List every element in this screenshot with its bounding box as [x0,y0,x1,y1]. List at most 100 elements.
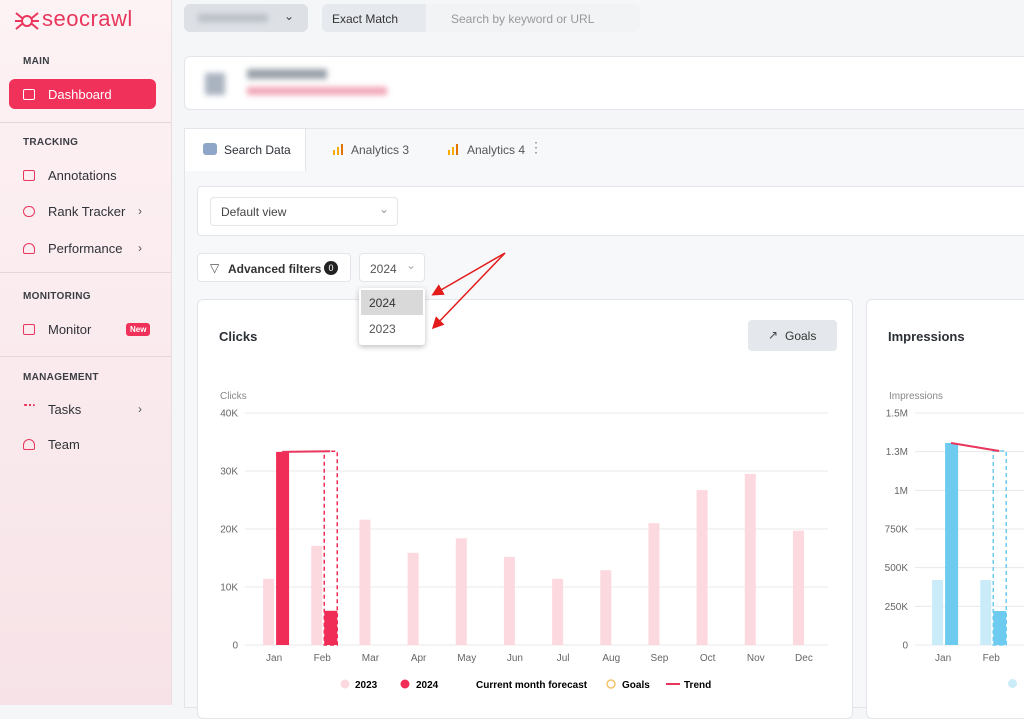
blurred-icon [205,73,225,95]
icon [23,170,35,181]
bar [359,519,371,645]
icon [23,89,35,100]
tab-icon [203,143,217,155]
goals-label: Goals [785,329,817,343]
caret: ⌄ [406,258,417,272]
bar [980,580,992,645]
x-tick-label: Jan [266,653,282,664]
bar [600,570,612,645]
chevron: › [138,402,142,416]
icon [23,243,35,254]
year-dropdown: 2024 2023 [359,288,425,345]
y-tick-label: 1.5M [886,409,908,420]
view-label: Default view [221,205,287,219]
clicks-card [197,299,853,719]
x-tick-label: May [457,653,476,664]
legend-swatch [340,679,350,689]
goals-icon: ↗ [768,328,779,342]
bar [263,578,275,645]
bar [276,451,290,645]
tab[interactable]: Analytics 4 [467,143,526,157]
match-select[interactable]: Exact Match [322,4,426,32]
x-tick-label: Feb [983,653,1001,664]
caret: ⌄ [284,9,295,23]
nav-item[interactable]: Performance [48,241,123,256]
chevron: › [138,241,142,255]
view-select[interactable]: Default view ⌄ [210,197,398,226]
divider [0,272,171,273]
icon [23,404,35,415]
x-tick-label: Jul [557,653,570,664]
x-tick-label: Dec [795,653,813,664]
bar [932,580,944,645]
badge: New [126,323,151,336]
project-card [184,56,1024,110]
bar [792,530,804,645]
search-box[interactable]: Search by keyword or URL [426,4,640,32]
filters-label: Advanced filters [228,262,322,276]
goals-button[interactable]: ↗ Goals [748,320,837,351]
y-tick-label: 0 [232,641,238,652]
y-tick-label: 750K [885,525,909,536]
chart-title: Clicks [219,329,257,344]
match-label: Exact Match [332,12,399,26]
bar [648,523,660,645]
legend-dot [1008,679,1017,688]
section-title: MONITORING [23,291,91,302]
icon [23,324,35,335]
section-title: MANAGEMENT [23,372,99,383]
legend-label: Goals [622,680,650,691]
blurred-text [247,87,387,95]
filters-button[interactable]: ▽ Advanced filters 0 [197,253,351,282]
project-select[interactable]: ⌄ [184,4,308,32]
y-tick-label: 1M [894,486,908,497]
forecast-bar [323,450,339,646]
search-placeholder: Search by keyword or URL [451,12,595,26]
y-tick-label: 1.3M [886,447,908,458]
tab[interactable]: Search Data [224,143,291,157]
x-tick-label: Oct [700,653,716,664]
annotation-arrows [431,252,506,330]
nav-item[interactable]: Monitor [48,322,92,337]
year-option[interactable]: 2023 [369,322,396,336]
x-tick-label: Sep [651,653,669,664]
y-tick-label: 30K [220,467,238,478]
year-select[interactable]: 2024 ⌄ [359,253,425,282]
nav-item[interactable]: Annotations [48,168,117,183]
bar [311,545,323,645]
bar [744,473,756,645]
filter-count: 0 [324,261,338,275]
nav-item[interactable]: Team [48,437,80,452]
legend-label: 2023 [355,680,378,691]
nav-item[interactable]: Dashboard [48,87,112,102]
icon [23,439,35,450]
x-tick-label: Nov [747,653,765,664]
year-option[interactable]: 2024 [369,296,396,310]
filter-icon: ▽ [210,261,220,275]
bar [993,610,1007,645]
chart-title: Impressions [888,329,965,344]
legend-swatch [606,679,616,689]
forecast-bar [992,450,1008,646]
x-tick-label: Feb [314,653,332,664]
section-title: MAIN [23,56,50,67]
bar [324,610,338,645]
nav-item[interactable]: Tasks [48,402,82,417]
x-tick-label: Jan [935,653,951,664]
y-tick-label: 0 [902,641,908,652]
axis-label: Clicks [220,391,247,402]
nav-item[interactable]: Rank Tracker [48,204,126,219]
tab-menu[interactable]: ⋮ [529,139,543,155]
legend-label: Trend [684,680,711,691]
blurred-text [247,69,327,79]
tab[interactable]: Analytics 3 [351,143,410,157]
bar [945,443,959,645]
active-item[interactable] [9,79,156,109]
logo[interactable]: seocrawl [42,6,133,31]
option-highlight [361,290,423,315]
x-tick-label: Jun [507,653,523,664]
axis-label: Impressions [889,391,943,402]
x-tick-label: Mar [362,653,380,664]
